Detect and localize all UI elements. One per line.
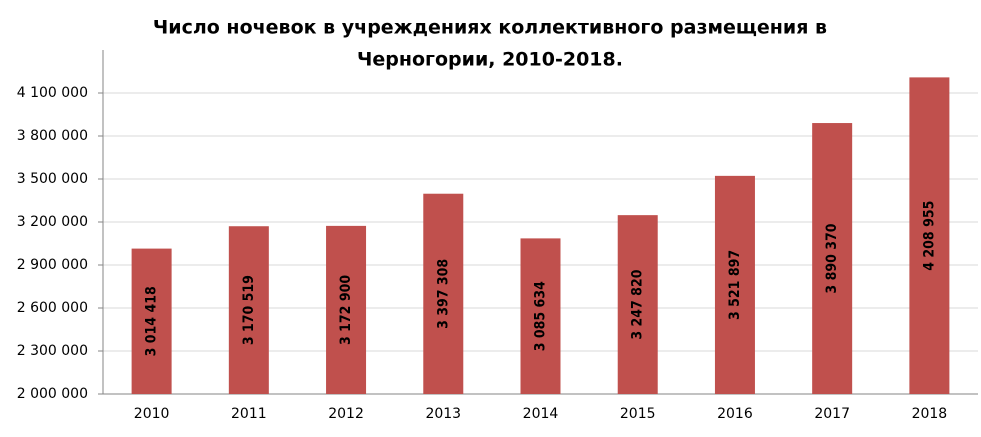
value-label: 3 890 370 [824, 223, 840, 293]
y-tick-label: 3 500 000 [17, 171, 88, 187]
value-label: 4 208 955 [921, 201, 937, 271]
value-label: 3 014 418 [144, 286, 160, 356]
x-tick-label: 2010 [134, 406, 170, 422]
y-tick-label: 3 200 000 [17, 214, 88, 230]
y-tick-label: 2 300 000 [17, 343, 88, 359]
bar [423, 193, 464, 394]
x-tick-label: 2012 [328, 406, 364, 422]
y-tick-label: 2 600 000 [17, 300, 88, 316]
chart-title: Число ночевок в учреждениях коллективног… [153, 17, 827, 39]
bar [228, 226, 269, 394]
value-label: 3 521 897 [727, 250, 743, 320]
bar [326, 225, 367, 394]
bar [617, 215, 658, 394]
x-tick-label: 2015 [620, 406, 656, 422]
y-tick-label: 2 900 000 [17, 257, 88, 273]
chart-title: Черногории, 2010-2018. [357, 49, 623, 71]
bar [812, 123, 853, 394]
x-tick-label: 2018 [912, 406, 948, 422]
x-tick-label: 2013 [425, 406, 461, 422]
bar [520, 238, 561, 394]
bar [131, 248, 172, 394]
value-label: 3 397 308 [435, 259, 451, 329]
y-tick-label: 3 800 000 [17, 128, 88, 144]
bar [714, 175, 755, 394]
x-tick-label: 2014 [523, 406, 559, 422]
y-tick-label: 4 100 000 [17, 85, 88, 101]
value-label: 3 085 634 [533, 281, 549, 351]
x-tick-label: 2017 [814, 406, 850, 422]
y-tick-label: 2 000 000 [17, 386, 88, 402]
x-tick-label: 2016 [717, 406, 753, 422]
bar [909, 77, 950, 394]
value-label: 3 172 900 [338, 275, 354, 345]
value-label: 3 247 820 [630, 269, 646, 339]
value-label: 3 170 519 [241, 275, 257, 345]
x-tick-label: 2011 [231, 406, 267, 422]
